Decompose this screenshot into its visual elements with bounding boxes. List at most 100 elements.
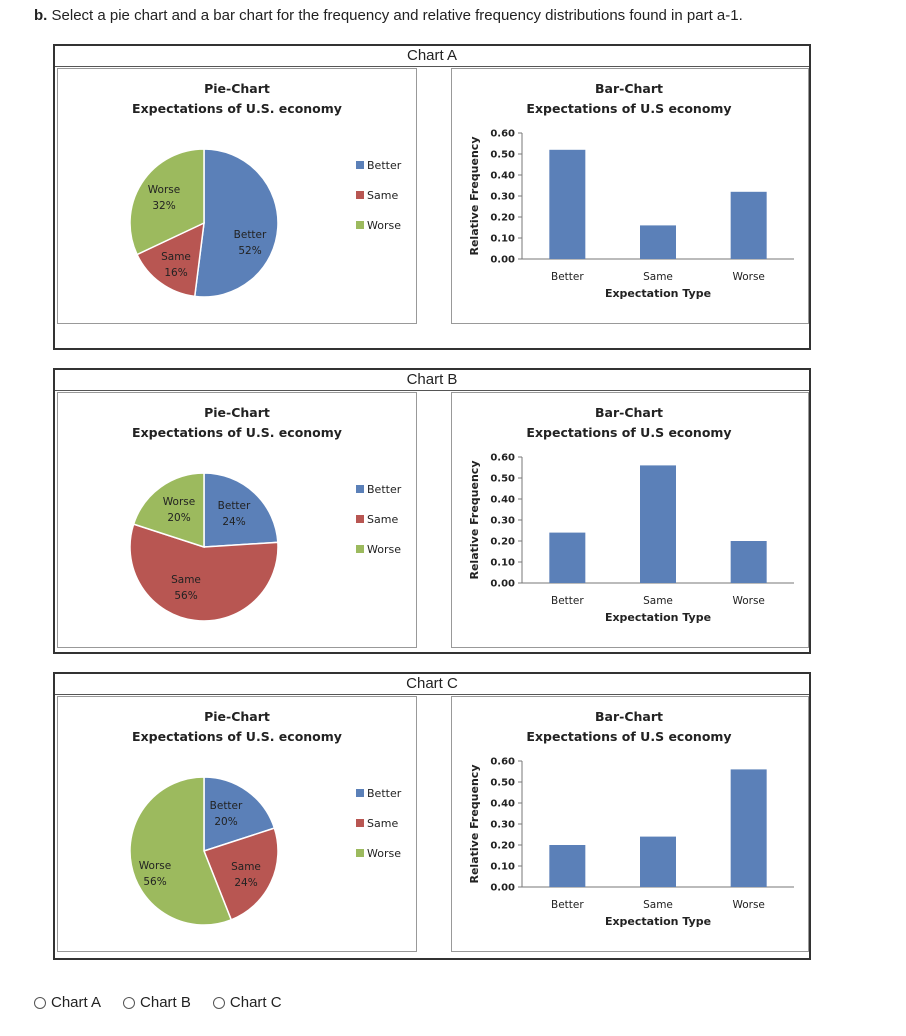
y-tick-label: 0.60 — [490, 757, 515, 768]
y-axis-label: Relative Frequency — [468, 765, 481, 884]
y-tick-label: 0.30 — [490, 516, 515, 527]
y-tick-label: 0.60 — [490, 129, 515, 140]
pie-chart-panel: Pie-Chart Expectations of U.S. economy Bet… — [57, 392, 417, 648]
y-tick-label: 0.60 — [490, 453, 515, 464]
legend-swatch-worse — [356, 545, 364, 553]
option-chart-c[interactable]: Chart C — [212, 994, 282, 1011]
pie-slice-worse — [132, 472, 205, 549]
legend-swatch-better — [356, 161, 364, 169]
pie-chart-title: Pie-Chart — [204, 709, 270, 724]
pie-slice-worse — [129, 148, 205, 256]
pie-chart-subtitle: Expectations of U.S. economy — [132, 101, 342, 116]
bar-same — [640, 465, 676, 583]
pie-slice-same — [136, 221, 205, 298]
bar-chart-svg: Bar-Chart Expectations of U.S economy 0.00… — [468, 81, 794, 300]
pie-slice-percent: 16% — [164, 267, 187, 279]
legend-label: Worse — [367, 219, 401, 232]
pie-slice-label: Better — [210, 800, 243, 812]
pie-slice-percent: 24% — [234, 877, 257, 889]
bar-better — [549, 845, 586, 887]
chart-c: Chart C Pie-Chart Expectations of U.S. eco… — [53, 672, 811, 960]
legend-swatch-same — [356, 191, 364, 199]
x-axis-label: Expectation Type — [605, 915, 711, 928]
y-tick-label: 0.40 — [490, 171, 515, 182]
option-chart-b[interactable]: Chart B — [123, 994, 191, 1011]
radio-icon[interactable] — [34, 996, 46, 1009]
bar-chart-subtitle: Expectations of U.S economy — [526, 729, 731, 744]
pie-slice-percent: 56% — [174, 590, 197, 602]
pie-chart-subtitle: Expectations of U.S. economy — [132, 729, 342, 744]
pie-slice-worse — [129, 776, 233, 926]
pie-slice-same — [129, 523, 279, 622]
pie-slice-percent: 52% — [238, 245, 261, 257]
y-tick-label: 0.30 — [490, 820, 515, 831]
bar-chart-svg: Bar-Chart Expectations of U.S economy 0.00… — [468, 709, 794, 928]
y-tick-label: 0.10 — [490, 862, 515, 873]
pie-slice-label: Worse — [139, 860, 171, 872]
x-tick-label: Same — [643, 271, 673, 283]
pie-chart-title: Pie-Chart — [204, 81, 270, 96]
bar-chart-panel: Bar-Chart Expectations of U.S economy 0.00… — [451, 392, 809, 648]
bar-chart-title: Bar-Chart — [595, 405, 663, 420]
y-tick-label: 0.50 — [490, 474, 515, 485]
y-tick-label: 0.10 — [490, 234, 515, 245]
option-label: Chart A — [51, 994, 102, 1011]
x-tick-label: Better — [551, 899, 584, 911]
y-tick-label: 0.40 — [490, 495, 515, 506]
pie-slice-label: Better — [234, 229, 267, 241]
y-tick-label: 0.30 — [490, 192, 515, 203]
radio-icon[interactable] — [212, 996, 225, 1009]
x-tick-label: Worse — [732, 899, 764, 911]
chart-a: Chart A Pie-Chart Expectations of U.S. eco… — [53, 44, 811, 350]
option-label: Chart C — [229, 994, 282, 1011]
pie-slice-better — [193, 148, 279, 298]
legend-label: Same — [367, 817, 398, 830]
radio-icon[interactable] — [123, 996, 136, 1009]
legend-label: Better — [367, 483, 402, 496]
pie-slice-label: Worse — [163, 496, 195, 508]
question-body: Select a pie chart and a bar chart for t… — [51, 7, 743, 24]
option-chart-a[interactable]: Chart A — [34, 994, 101, 1011]
y-tick-label: 0.40 — [490, 799, 515, 810]
y-axis-label: Relative Frequency — [468, 461, 481, 580]
bar-worse — [730, 191, 767, 259]
chart-block-title: Chart B — [55, 370, 809, 391]
y-tick-label: 0.50 — [490, 778, 515, 789]
pie-chart-subtitle: Expectations of U.S. economy — [132, 425, 342, 440]
legend-label: Worse — [367, 847, 401, 860]
pie-slice-percent: 20% — [167, 512, 190, 524]
pie-slice-better — [203, 472, 279, 548]
pie-slice-label: Better — [218, 500, 251, 512]
legend-label: Worse — [367, 543, 401, 556]
pie-chart-panel: Pie-Chart Expectations of U.S. economy Bet… — [57, 696, 417, 952]
y-tick-label: 0.20 — [490, 213, 515, 224]
bar-same — [640, 225, 676, 259]
bar-chart-title: Bar-Chart — [595, 709, 663, 724]
legend-swatch-same — [356, 515, 364, 523]
pie-slice-label: Worse — [148, 184, 180, 196]
x-tick-label: Better — [551, 271, 584, 283]
bar-chart-svg: Bar-Chart Expectations of U.S economy 0.00… — [468, 405, 794, 624]
chart-block-title: Chart A — [55, 46, 809, 67]
bar-chart-panel: Bar-Chart Expectations of U.S economy 0.00… — [451, 68, 809, 324]
question-text: b. Select a pie chart and a bar chart fo… — [34, 7, 743, 24]
pie-slice-percent: 32% — [152, 200, 175, 212]
x-tick-label: Worse — [732, 271, 764, 283]
option-label: Chart B — [140, 994, 191, 1011]
x-axis-label: Expectation Type — [605, 611, 711, 624]
question-label: b. — [34, 7, 48, 24]
y-tick-label: 0.00 — [490, 883, 515, 894]
legend-swatch-better — [356, 789, 364, 797]
pie-slice-percent: 56% — [143, 876, 166, 888]
y-tick-label: 0.20 — [490, 841, 515, 852]
legend-swatch-worse — [356, 849, 364, 857]
x-tick-label: Same — [643, 899, 673, 911]
y-tick-label: 0.20 — [490, 537, 515, 548]
y-tick-label: 0.00 — [490, 579, 515, 590]
legend-label: Better — [367, 787, 402, 800]
answer-options: Chart A Chart B Chart C — [34, 994, 282, 1011]
chart-b: Chart B Pie-Chart Expectations of U.S. eco… — [53, 368, 811, 654]
legend-label: Same — [367, 189, 398, 202]
y-tick-label: 0.00 — [490, 255, 515, 266]
y-axis-label: Relative Frequency — [468, 137, 481, 256]
